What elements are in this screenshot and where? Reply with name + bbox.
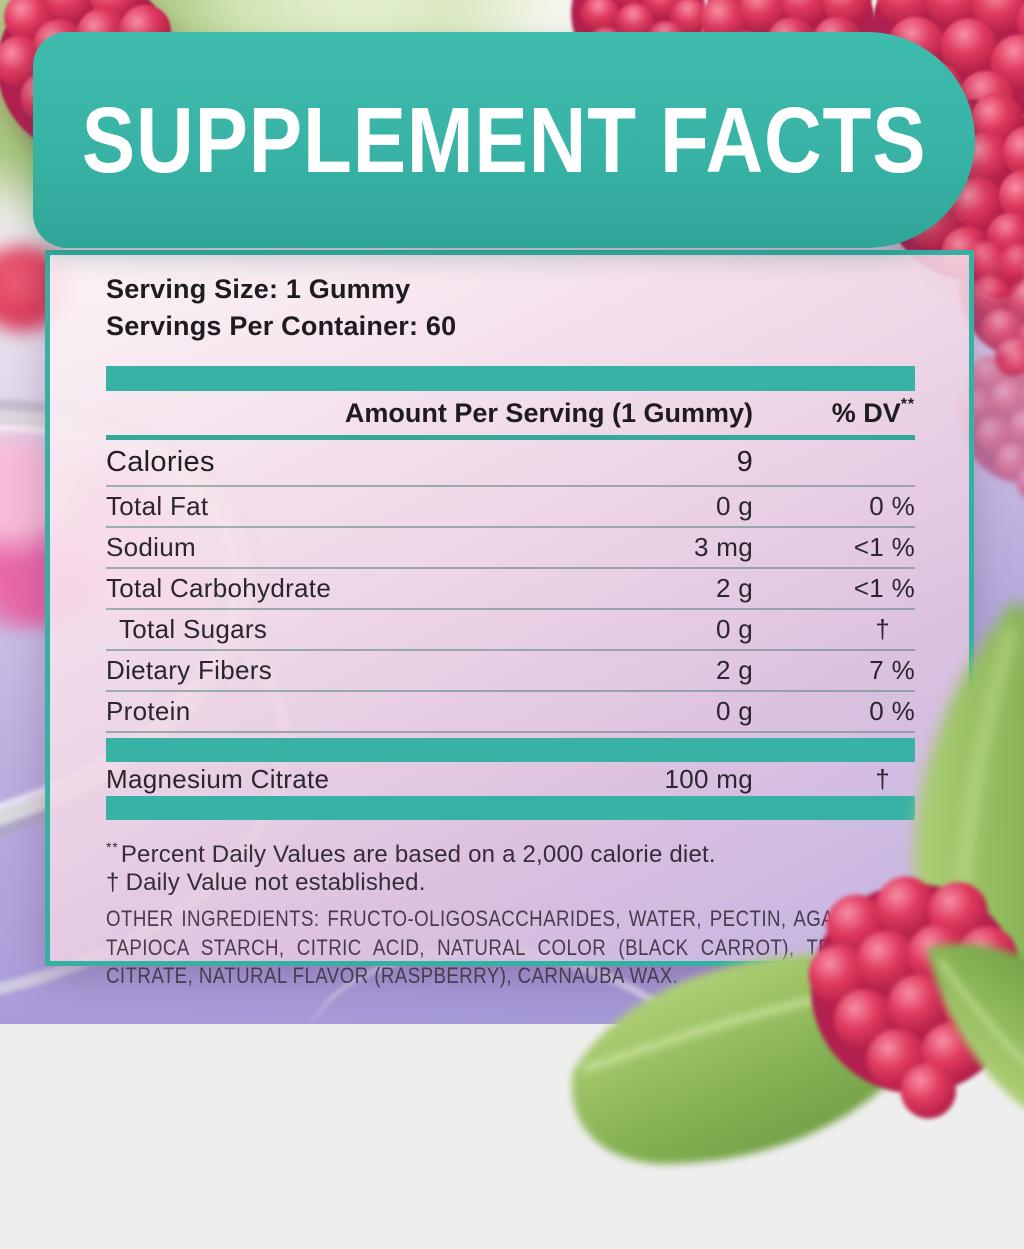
footnote-marker: † [106,868,120,896]
nutrient-label: Protein [106,696,191,726]
supplement-facts-panel: Serving Size: 1 Gummy Servings Per Conta… [45,250,974,988]
nutrient-dv: 0 % [869,696,915,726]
serving-size: Serving Size: 1 Gummy [106,274,411,304]
nutrient-dv: 0 % [869,491,915,521]
nutrient-amount: 0 g [715,491,753,521]
nutrient-amount: 100 mg [664,763,753,794]
table-row-supplement: Magnesium Citrate 100 mg † [106,762,915,796]
nutrient-amount: 3 mg [693,532,753,562]
dv-header-marker: ** [900,395,915,413]
col-header-dv: % DV** [753,395,915,429]
table-row: Protein 0 g 0 % [106,692,915,733]
nutrient-label: Total Carbohydrate [106,573,332,603]
dv-header-text: % DV [831,397,901,428]
divider-bar [106,738,915,762]
supplement-facts-banner: SUPPLEMENT FACTS [33,32,975,248]
nutrient-dv: <1 % [853,532,915,562]
nutrient-amount: 2 g [715,655,753,685]
ingredients-line: CITRATE, NATURAL FLAVOR (RASPBERRY), CAR… [106,963,679,988]
nutrient-amount: 0 g [715,614,753,644]
nutrient-amount: 9 [736,446,753,478]
nutrient-dv: <1 % [853,573,915,603]
nutrient-label: Calories [106,446,215,478]
divider-bar [106,796,915,820]
nutrient-label: Dietary Fibers [106,655,273,685]
footnote-text: Daily Value not established. [125,868,426,896]
footnote-marker: ** [106,839,119,855]
footnote-dagger: † Daily Value not established. [106,869,915,897]
footnote-dv: **Percent Daily Values are based on a 2,… [106,835,915,869]
nutrient-amount: 0 g [715,696,753,726]
nutrient-label: Total Sugars [119,614,268,644]
banner-title: SUPPLEMENT FACTS [81,87,927,192]
nutrient-label: Total Fat [106,491,209,521]
nutrient-amount: 2 g [715,573,753,603]
nutrient-label: Sodium [106,532,196,562]
divider-bar [106,366,915,391]
ingredients-line: TAPIOCA STARCH, CITRIC ACID, NATURAL COL… [106,934,916,960]
servings-per-container: Servings Per Container: 60 [106,311,457,341]
table-header-row: Amount Per Serving (1 Gummy) % DV** [106,391,915,435]
table-row: Total Fat 0 g 0 % [106,487,915,528]
nutrient-dv: 7 % [869,655,915,685]
table-row: Sodium 3 mg <1 % [106,528,915,569]
table-row: Total Sugars 0 g † [106,610,915,651]
col-header-amount: Amount Per Serving (1 Gummy) [344,397,753,428]
nutrient-dv: † [875,614,890,644]
table-row: Dietary Fibers 2 g 7 % [106,651,915,692]
nutrient-dv: † [875,763,890,794]
footnote-text: Percent Daily Values are based on a 2,00… [120,841,716,868]
table-row: Total Carbohydrate 2 g <1 % [106,569,915,610]
nutrient-label: Magnesium Citrate [106,763,330,794]
other-ingredients: OTHER INGREDIENTS: FRUCTO-OLIGOSACCHARID… [106,905,915,991]
header-rule [106,435,915,440]
ingredients-line: OTHER INGREDIENTS: FRUCTO-OLIGOSACCHARID… [106,906,916,931]
footnotes: **Percent Daily Values are based on a 2,… [106,835,915,896]
table-row-calories: Calories 9 [106,440,915,487]
